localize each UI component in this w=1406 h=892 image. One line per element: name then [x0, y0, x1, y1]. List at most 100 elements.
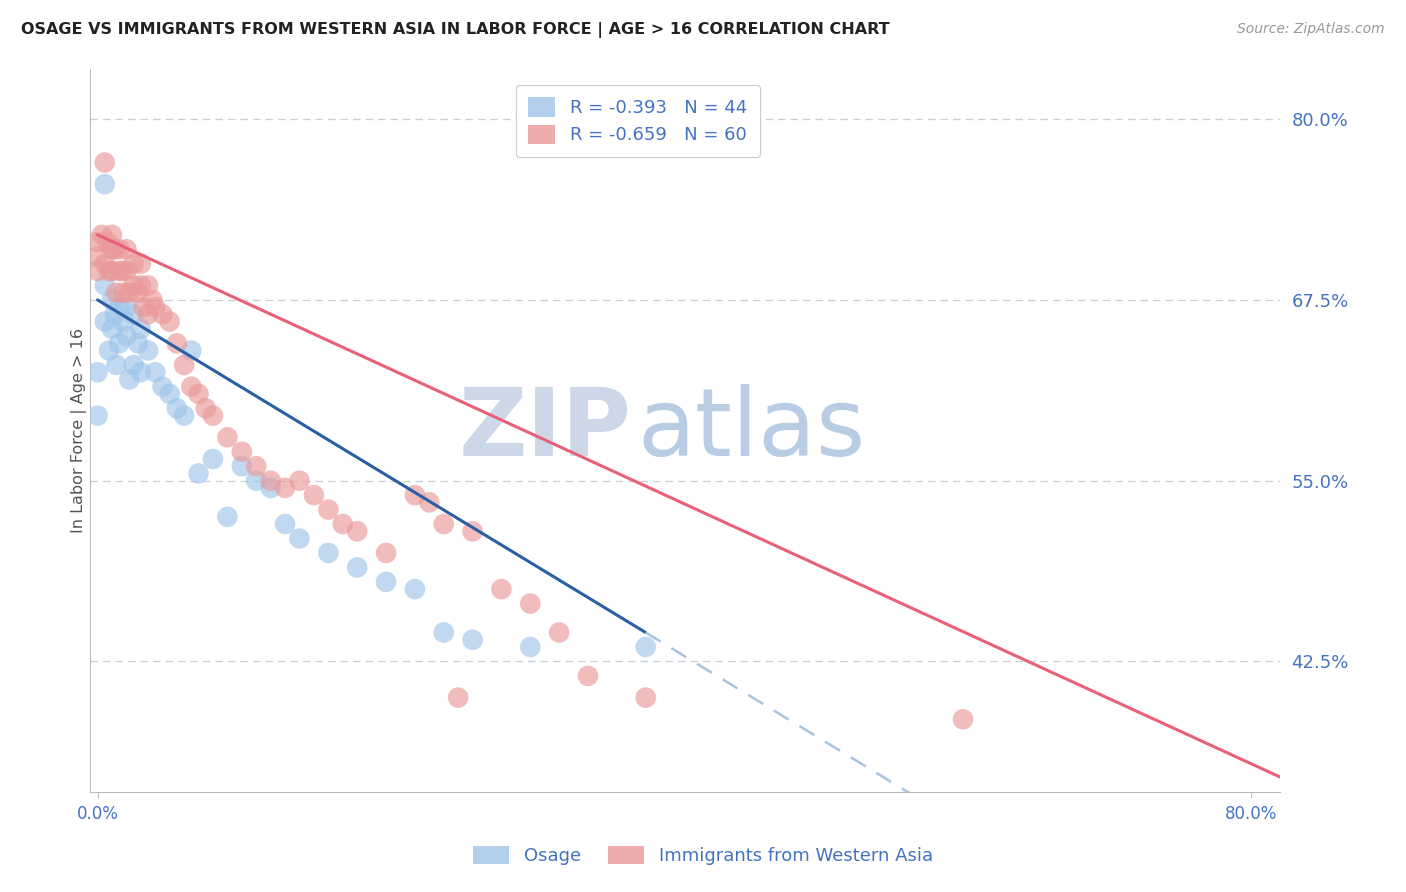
- Point: [166, 336, 188, 351]
- Point: [86, 235, 108, 249]
- Point: [375, 546, 398, 560]
- Point: [143, 365, 166, 379]
- Point: [129, 257, 152, 271]
- Point: [86, 409, 108, 423]
- Point: [548, 625, 571, 640]
- Point: [105, 285, 128, 300]
- Point: [231, 444, 253, 458]
- Point: [104, 307, 127, 321]
- Y-axis label: In Labor Force | Age > 16: In Labor Force | Age > 16: [72, 327, 87, 533]
- Point: [491, 582, 513, 596]
- Point: [115, 300, 138, 314]
- Point: [86, 365, 108, 379]
- Point: [122, 278, 145, 293]
- Point: [101, 322, 124, 336]
- Point: [101, 264, 124, 278]
- Point: [115, 329, 138, 343]
- Point: [86, 250, 108, 264]
- Point: [274, 517, 297, 532]
- Point: [346, 560, 368, 574]
- Point: [245, 474, 267, 488]
- Point: [122, 307, 145, 321]
- Point: [98, 264, 121, 278]
- Point: [180, 343, 202, 358]
- Point: [159, 315, 181, 329]
- Point: [118, 285, 141, 300]
- Point: [111, 264, 134, 278]
- Point: [98, 343, 121, 358]
- Point: [332, 517, 354, 532]
- Text: atlas: atlas: [638, 384, 866, 476]
- Point: [346, 524, 368, 539]
- Text: Source: ZipAtlas.com: Source: ZipAtlas.com: [1237, 22, 1385, 37]
- Point: [152, 379, 174, 393]
- Point: [86, 264, 108, 278]
- Point: [404, 488, 426, 502]
- Point: [132, 300, 155, 314]
- Point: [152, 307, 174, 321]
- Point: [576, 669, 599, 683]
- Point: [288, 474, 311, 488]
- Legend: Osage, Immigrants from Western Asia: Osage, Immigrants from Western Asia: [465, 838, 941, 872]
- Point: [108, 264, 131, 278]
- Point: [433, 517, 456, 532]
- Point: [97, 235, 120, 249]
- Point: [94, 178, 117, 192]
- Point: [115, 264, 138, 278]
- Point: [245, 459, 267, 474]
- Point: [187, 467, 209, 481]
- Point: [952, 712, 974, 726]
- Point: [274, 481, 297, 495]
- Point: [173, 358, 195, 372]
- Point: [129, 322, 152, 336]
- Legend: R = -0.393   N = 44, R = -0.659   N = 60: R = -0.393 N = 44, R = -0.659 N = 60: [516, 85, 759, 157]
- Point: [105, 358, 128, 372]
- Point: [634, 640, 657, 654]
- Point: [201, 409, 224, 423]
- Point: [259, 474, 281, 488]
- Text: ZIP: ZIP: [458, 384, 631, 476]
- Point: [115, 242, 138, 256]
- Point: [433, 625, 456, 640]
- Point: [180, 379, 202, 393]
- Point: [136, 307, 159, 321]
- Point: [519, 597, 541, 611]
- Point: [634, 690, 657, 705]
- Point: [94, 315, 117, 329]
- Point: [136, 343, 159, 358]
- Point: [519, 640, 541, 654]
- Point: [194, 401, 217, 416]
- Point: [101, 227, 124, 242]
- Point: [112, 285, 135, 300]
- Text: OSAGE VS IMMIGRANTS FROM WESTERN ASIA IN LABOR FORCE | AGE > 16 CORRELATION CHAR: OSAGE VS IMMIGRANTS FROM WESTERN ASIA IN…: [21, 22, 890, 38]
- Point: [127, 336, 149, 351]
- Point: [112, 315, 135, 329]
- Point: [173, 409, 195, 423]
- Point: [104, 242, 127, 256]
- Point: [159, 387, 181, 401]
- Point: [108, 336, 131, 351]
- Point: [201, 452, 224, 467]
- Point: [318, 502, 340, 516]
- Point: [101, 293, 124, 307]
- Point: [108, 242, 131, 256]
- Point: [375, 574, 398, 589]
- Point: [259, 481, 281, 495]
- Point: [108, 300, 131, 314]
- Point: [90, 227, 112, 242]
- Point: [141, 293, 163, 307]
- Point: [166, 401, 188, 416]
- Point: [127, 285, 149, 300]
- Point: [288, 532, 311, 546]
- Point: [217, 430, 239, 444]
- Point: [217, 509, 239, 524]
- Point: [122, 358, 145, 372]
- Point: [461, 524, 484, 539]
- Point: [101, 242, 124, 256]
- Point: [118, 372, 141, 386]
- Point: [447, 690, 470, 705]
- Point: [94, 278, 117, 293]
- Point: [302, 488, 325, 502]
- Point: [129, 365, 152, 379]
- Point: [136, 278, 159, 293]
